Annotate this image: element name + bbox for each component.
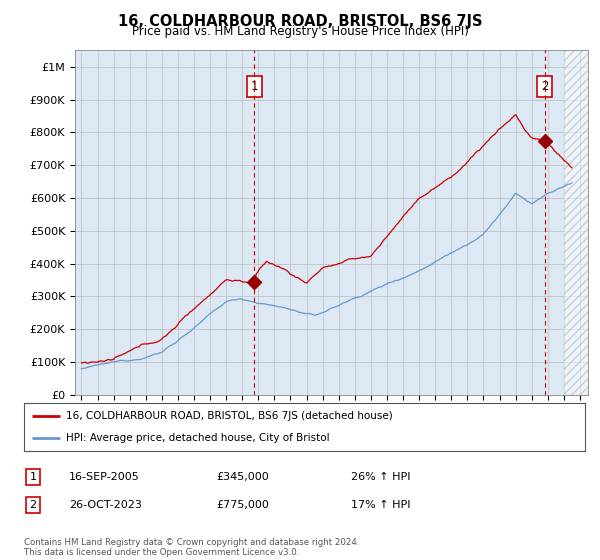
Text: £775,000: £775,000 <box>216 500 269 510</box>
Text: 16-SEP-2005: 16-SEP-2005 <box>69 472 140 482</box>
Text: 26% ↑ HPI: 26% ↑ HPI <box>351 472 410 482</box>
Text: £345,000: £345,000 <box>216 472 269 482</box>
Text: 1: 1 <box>251 80 258 93</box>
Text: 17% ↑ HPI: 17% ↑ HPI <box>351 500 410 510</box>
Text: 2: 2 <box>29 500 37 510</box>
Text: 26-OCT-2023: 26-OCT-2023 <box>69 500 142 510</box>
Text: Price paid vs. HM Land Registry's House Price Index (HPI): Price paid vs. HM Land Registry's House … <box>131 25 469 38</box>
Text: 2: 2 <box>541 80 548 93</box>
Text: 16, COLDHARBOUR ROAD, BRISTOL, BS6 7JS (detached house): 16, COLDHARBOUR ROAD, BRISTOL, BS6 7JS (… <box>66 411 393 421</box>
Text: Contains HM Land Registry data © Crown copyright and database right 2024.
This d: Contains HM Land Registry data © Crown c… <box>24 538 359 557</box>
Text: HPI: Average price, detached house, City of Bristol: HPI: Average price, detached house, City… <box>66 433 330 443</box>
Text: 16, COLDHARBOUR ROAD, BRISTOL, BS6 7JS: 16, COLDHARBOUR ROAD, BRISTOL, BS6 7JS <box>118 14 482 29</box>
Text: 1: 1 <box>29 472 37 482</box>
